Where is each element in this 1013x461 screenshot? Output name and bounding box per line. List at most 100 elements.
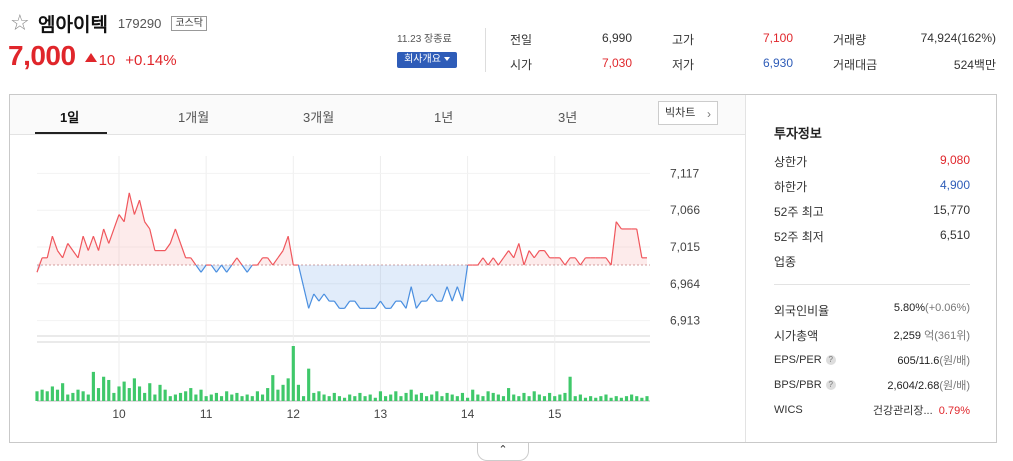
price-line-segment [241, 264, 248, 273]
volume-bar [609, 397, 613, 401]
label-lower-limit: 하한가 [774, 180, 808, 194]
volume-bar [599, 396, 603, 401]
x-tick-label: 15 [548, 407, 562, 421]
price-line-segment [164, 243, 171, 251]
star-icon[interactable]: ☆ [10, 9, 30, 35]
collapse-chart-button[interactable]: ⌃ [477, 443, 529, 461]
volume-bar [532, 391, 536, 401]
price-line-segment [605, 257, 612, 266]
sub-bps-pbr: (원/배) [939, 380, 970, 392]
price-line-segment [492, 257, 499, 266]
y-tick-label: 7,117 [670, 166, 699, 180]
price-line-segment [636, 228, 643, 258]
volume-bar [501, 396, 506, 401]
price-fill-down [37, 265, 647, 309]
stat-label-low: 저가 [672, 58, 695, 72]
value-wics[interactable]: 건강관리장... [872, 405, 933, 417]
price-line-segment [174, 228, 182, 244]
caret-down-icon [443, 57, 450, 61]
price-line-segment [62, 243, 69, 259]
volume-bar [276, 389, 280, 401]
price-line-segment [200, 264, 207, 273]
volume-bar [235, 392, 239, 401]
y-tick-label: 6,913 [670, 314, 700, 328]
row-foreign-ratio: 외국인비율 5.80%(+0.06%) [774, 302, 970, 319]
price-line-segment [502, 250, 510, 259]
tab-1year[interactable]: 1년 [434, 110, 454, 125]
help-icon[interactable]: ? [825, 380, 836, 390]
volume-bar [430, 394, 434, 401]
volume-bar [460, 392, 465, 401]
volume-bar [619, 397, 623, 401]
y-tick-label: 7,015 [670, 240, 700, 254]
label-upper-limit: 상한가 [774, 155, 808, 169]
price-line-segment [518, 243, 525, 266]
price-line-segment [559, 257, 566, 266]
price-line-segment [36, 257, 43, 273]
volume-bar [122, 381, 126, 401]
label-bps-pbr: BPS/PBR [774, 379, 822, 391]
price-line-segment [133, 199, 141, 215]
price-line-segment [610, 221, 617, 266]
volume-bar [322, 394, 326, 401]
volume-bar [153, 394, 157, 401]
volume-bar [163, 389, 167, 401]
value-eps-per: 605/11.6 [897, 355, 940, 367]
volume-bar [71, 392, 75, 401]
price-change: 10 [98, 52, 116, 69]
volume-bar [250, 396, 254, 401]
price-line-segment [451, 286, 458, 302]
volume-bar [491, 392, 495, 401]
volume-bar [245, 394, 249, 401]
help-icon[interactable]: ? [825, 355, 836, 365]
volume-bar [35, 391, 39, 401]
volume-bar [640, 397, 644, 401]
price-line-segment [513, 243, 520, 259]
volume-bar [173, 394, 177, 401]
volume-bar [548, 392, 552, 401]
volume-bar [604, 394, 608, 401]
row-market-cap: 시가총액 2,259 억(361위) [774, 327, 970, 344]
volume-bar [55, 389, 60, 401]
volume-bar [563, 392, 567, 401]
volume-bar [358, 392, 362, 401]
price-change-rate: +0.14% [125, 52, 177, 69]
tab-1month[interactable]: 1개월 [178, 110, 210, 125]
volume-bar [86, 394, 90, 401]
x-tick-label: 13 [374, 407, 388, 421]
volume-bar [394, 391, 398, 401]
volume-bar [96, 388, 101, 401]
label-52w-high: 52주 최고 [774, 205, 824, 219]
header-divider [485, 28, 486, 72]
company-overview-button[interactable]: 회사개요 [397, 52, 457, 68]
tab-3year[interactable]: 3년 [558, 110, 578, 125]
volume-bar [260, 394, 265, 401]
value-foreign-ratio: 5.80% [893, 302, 926, 314]
volume-bar [45, 391, 49, 401]
big-chart-button[interactable]: 빅차트 › [658, 101, 718, 125]
tab-3month[interactable]: 3개월 [303, 110, 335, 125]
price-line-segment [231, 257, 238, 266]
price-line-segment [405, 286, 412, 309]
volume-bar [578, 394, 582, 401]
volume-bar [240, 396, 244, 401]
stat-label-prev-close: 전일 [510, 33, 533, 47]
price-line-segment [46, 236, 53, 258]
side-divider [745, 95, 746, 442]
label-foreign-ratio: 외국인비율 [774, 304, 830, 318]
value-upper-limit: 9,080 [939, 153, 970, 167]
price-line-segment [390, 300, 397, 309]
volume-bar [542, 396, 547, 401]
row-upper-limit: 상한가 9,080 [774, 153, 970, 170]
tab-1day[interactable]: 1일 [60, 110, 80, 125]
row-bps-pbr: BPS/PBR? 2,604/2.68(원/배) [774, 377, 970, 393]
label-wics: WICS [774, 404, 803, 416]
price-line-segment [426, 293, 433, 302]
volume-bar [425, 396, 429, 401]
volume-bar [219, 396, 224, 401]
volume-bar [645, 396, 649, 401]
volume-bar [419, 392, 424, 401]
price-line-segment [615, 221, 622, 230]
price-line-segment [297, 264, 305, 287]
price-line-segment [523, 250, 530, 266]
